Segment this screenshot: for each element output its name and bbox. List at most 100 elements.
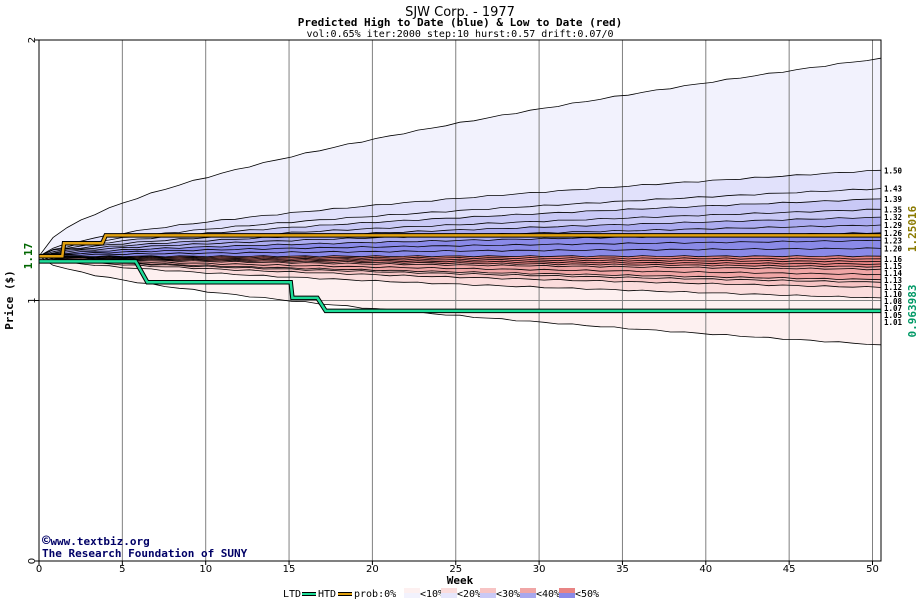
quantile-label: 1.12 [884, 283, 902, 292]
high-quantile-line-2 [38, 188, 881, 257]
chart-params: vol:0.65% iter:2000 step:10 hurst:0.57 d… [306, 29, 613, 40]
y-axis-label: Price ($) [3, 270, 16, 330]
low-band-7 [39, 256, 881, 288]
low-quantile-line-3 [38, 255, 881, 268]
legend-item-label: <30% [496, 589, 520, 600]
low-quantile-line-7 [38, 255, 881, 283]
high-band-7 [39, 232, 881, 257]
legend-item-label: <50% [575, 589, 599, 600]
low-band-1 [39, 256, 881, 265]
quantile-label: 1.14 [884, 269, 903, 278]
quantile-label: 1.07 [884, 304, 902, 313]
price-paths [39, 233, 881, 314]
low-quantile-line-6 [38, 255, 881, 281]
high-quantile-line-8 [38, 239, 881, 257]
quantile-label: 1.05 [884, 311, 902, 320]
quantile-label: 1.16 [884, 255, 903, 264]
legend: LTD HTD prob:0% <10% <20% <30% <40% <50% [283, 588, 599, 600]
high-band-1 [39, 170, 881, 257]
low-quantile-line-9 [38, 255, 881, 299]
x-tick-label: 5 [119, 564, 125, 575]
x-axis-ticks: 0 5 10 15 20 25 30 35 40 45 50 [36, 561, 879, 575]
low-quantile-line-4 [38, 255, 881, 271]
credit-org: The Research Foundation of SUNY [42, 547, 248, 560]
quantile-label: 1.39 [884, 195, 903, 204]
start-price-label: 1.17 [22, 243, 35, 270]
quantile-label: 1.29 [884, 221, 903, 230]
quantile-label: 1.13 [884, 276, 903, 285]
legend-swatch-red [559, 588, 575, 593]
high-band-4 [39, 209, 881, 257]
legend-swatch-blue [520, 593, 536, 598]
high-to-date-path [39, 234, 881, 258]
legend-htd-label: HTD [318, 589, 336, 600]
high-band-5 [39, 217, 881, 257]
low-quantile-line-0 [38, 255, 881, 260]
legend-prob-label: prob:0% [354, 589, 396, 600]
high-band-2 [39, 188, 881, 257]
low-quantile-line-5 [38, 255, 881, 276]
legend-swatch-blue [480, 593, 496, 598]
quantile-label: 1.15 [884, 262, 902, 271]
x-tick-label: 40 [699, 564, 712, 575]
legend-item-label: <20% [457, 589, 481, 600]
high-price-label: 1.25016 [906, 205, 919, 252]
legend-swatch-blue [441, 593, 457, 598]
high-quantile-line-4 [38, 208, 881, 257]
x-tick-label: 25 [449, 564, 462, 575]
high-quantile-line-5 [38, 216, 881, 257]
high-band-6 [39, 225, 881, 257]
quantile-label: 1.23 [884, 237, 903, 246]
high-band-3 [39, 198, 881, 257]
low-band-2 [39, 256, 881, 268]
quantile-label: 1.50 [884, 166, 903, 175]
high-band-8 [39, 240, 881, 257]
x-tick-label: 35 [616, 564, 629, 575]
legend-item-label: <10% [420, 589, 444, 600]
legend-swatch-red [404, 588, 420, 593]
credit-site: ©www.textbiz.org [42, 533, 150, 549]
high-quantile-line-1 [38, 169, 881, 257]
quantile-label: 1.10 [884, 290, 903, 299]
x-axis-label: Week [447, 574, 474, 587]
low-quantile-line-8 [38, 255, 881, 288]
quantile-label: 1.35 [884, 205, 902, 214]
low-band-4 [39, 256, 881, 275]
high-quantile-line-10 [38, 255, 881, 258]
y-tick-label: 0 [27, 558, 38, 564]
low-band-8 [39, 256, 881, 298]
high-band-9 [39, 247, 881, 257]
y-tick-label: 2 [27, 37, 38, 43]
y-tick-label: 1 [27, 297, 38, 303]
quantile-label: 1.01 [884, 318, 903, 327]
quantile-label: 1.08 [884, 297, 903, 306]
grid-lines [39, 40, 881, 561]
low-quantile-line-10 [38, 255, 881, 346]
quantile-label: 1.26 [884, 229, 903, 238]
x-tick-label: 50 [866, 564, 879, 575]
legend-ltd-label: LTD [283, 589, 301, 600]
low-quantile-line-1 [38, 255, 881, 263]
y-axis-ticks: 0 1 2 [27, 37, 39, 564]
legend-swatch-blue [559, 593, 575, 598]
quantile-label: 1.20 [884, 244, 903, 253]
x-tick-label: 10 [199, 564, 212, 575]
high-quantile-line-9 [38, 247, 881, 257]
high-quantile-line-0 [38, 57, 881, 257]
low-band-5 [39, 256, 881, 280]
quantile-label: 1.32 [884, 213, 902, 222]
chart-title: SJW Corp. - 1977 [405, 5, 515, 20]
high-band-0 [39, 58, 881, 257]
low-to-date-path [39, 260, 881, 313]
legend-swatch-red [520, 588, 536, 593]
quantile-lines [38, 57, 881, 346]
legend-swatch-blue [404, 593, 420, 598]
quantile-labels: 1.201.231.261.291.321.351.391.43 1.50 1.16… [884, 166, 903, 326]
legend-item-label: <40% [536, 589, 560, 600]
x-tick-label: 0 [36, 564, 42, 575]
x-tick-label: 45 [783, 564, 796, 575]
x-tick-label: 15 [283, 564, 296, 575]
legend-swatch-red [441, 588, 457, 593]
low-quantile-line-2 [38, 255, 881, 265]
